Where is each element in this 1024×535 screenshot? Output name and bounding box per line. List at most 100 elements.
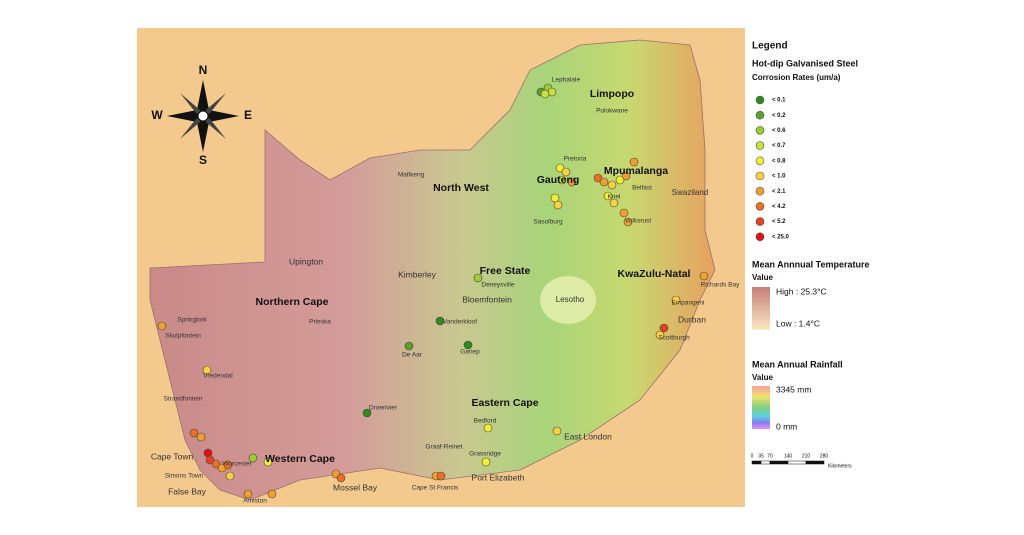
site-marker xyxy=(336,473,346,483)
place-label: Volksrust xyxy=(625,218,652,225)
place-label: Kimberley xyxy=(398,269,437,279)
site-marker xyxy=(552,426,562,436)
site-marker xyxy=(671,295,681,305)
region-label: KwaZulu-Natal xyxy=(618,268,691,280)
scale-bar: 0 35 70 140 210 280 Kilometers xyxy=(751,453,853,469)
place-label: Droerivier xyxy=(369,405,398,412)
legend-class-label: < 0.6 xyxy=(772,128,786,134)
region-label: Eastern Cape xyxy=(471,397,538,409)
legend-max: 3345 mm xyxy=(776,384,811,394)
legend-swatch xyxy=(755,156,765,166)
site-marker xyxy=(473,273,483,283)
legend-class-label: < 0.8 xyxy=(772,158,786,164)
scale-segment xyxy=(787,460,807,465)
place-label: Port Elizabeth xyxy=(472,472,525,482)
legend-swatch xyxy=(755,217,765,226)
scale-segment xyxy=(760,460,771,465)
scale-label: 35 xyxy=(758,453,764,459)
legend-class-label: < 4.2 xyxy=(772,204,786,210)
place-label: Mossel Bay xyxy=(333,482,378,492)
legend-high: High : 25.3°C xyxy=(776,286,827,296)
legend-heading: Corrosion Rates (um/a) xyxy=(752,73,841,82)
place-label: Empangeni xyxy=(672,300,705,307)
legend-min: 0 mm xyxy=(776,421,797,431)
site-marker xyxy=(483,423,493,433)
legend-swatch xyxy=(755,141,765,150)
region-label: Free State xyxy=(480,265,531,277)
scale-segment xyxy=(751,460,762,465)
site-marker xyxy=(248,453,258,463)
place-label: Bedford xyxy=(474,418,497,425)
scale-unit: Kilometers xyxy=(828,463,852,469)
site-marker xyxy=(404,341,414,351)
site-marker xyxy=(615,175,625,185)
place-label: Mafikeng xyxy=(398,172,425,179)
place-label: Arniston xyxy=(243,498,267,505)
place-label: Deneysville xyxy=(481,282,515,289)
place-label: Polokwane xyxy=(596,108,628,115)
legend-swatch xyxy=(755,202,765,211)
place-label: Skulpfontein xyxy=(165,333,201,340)
place-label: Scottburgh xyxy=(658,335,690,342)
legend-subheading: Value xyxy=(752,373,773,382)
site-marker xyxy=(263,457,273,467)
place-label: Sasolburg xyxy=(533,219,563,226)
place-label: Belfast xyxy=(632,185,652,192)
site-marker xyxy=(609,198,619,208)
legend-class-label: < 0.1 xyxy=(772,98,786,104)
site-marker xyxy=(567,177,577,187)
site-marker xyxy=(699,271,709,281)
place-label: False Bay xyxy=(168,486,207,496)
site-marker xyxy=(243,489,253,499)
legend-low: Low : 1.4°C xyxy=(776,318,820,328)
country-landmass xyxy=(149,39,716,501)
region-label: North West xyxy=(433,182,489,194)
site-marker xyxy=(463,340,473,350)
legend-class-label: < 1.0 xyxy=(772,174,786,180)
place-label: Simons Town xyxy=(165,473,204,480)
legend-class-label: < 5.2 xyxy=(772,219,786,225)
site-marker xyxy=(196,432,206,442)
site-marker xyxy=(202,365,212,375)
region-label: Limpopo xyxy=(590,88,634,100)
legend-swatch xyxy=(755,126,765,135)
scale-label: 210 xyxy=(802,453,811,459)
site-marker xyxy=(557,175,567,185)
region-label: Gauteng xyxy=(537,174,580,186)
site-marker xyxy=(362,408,372,418)
site-marker xyxy=(621,171,631,181)
compass-e: E xyxy=(244,108,252,122)
site-marker xyxy=(225,471,235,481)
site-marker xyxy=(223,460,233,470)
place-label: Springbok xyxy=(177,317,207,324)
scale-label: 0 xyxy=(751,453,754,459)
legend-heading: Mean Annnual Temperature xyxy=(752,259,870,269)
place-label: Gariep xyxy=(460,349,480,356)
temperature-ramp xyxy=(752,287,770,330)
legend-swatch xyxy=(755,232,765,242)
legend-class-label: < 0.7 xyxy=(772,143,786,149)
legend-heading: Mean Annual Rainfall xyxy=(752,359,843,369)
place-label: Cape St Francis xyxy=(412,485,459,492)
place-label: East London xyxy=(564,431,612,441)
site-marker xyxy=(189,428,199,438)
site-marker xyxy=(481,457,491,467)
place-label: Strandfontein xyxy=(164,396,203,403)
site-marker xyxy=(561,167,571,177)
region-label: Swaziland xyxy=(672,188,708,197)
site-marker xyxy=(659,323,669,333)
site-marker xyxy=(629,157,639,167)
place-label: Pretoria xyxy=(564,156,587,163)
legend-class-label: < 0.2 xyxy=(772,113,786,119)
site-marker xyxy=(655,330,665,340)
region-label: Mpumalanga xyxy=(604,165,668,177)
scale-label: 70 xyxy=(767,453,773,459)
rainfall-ramp xyxy=(752,386,770,429)
site-marker xyxy=(157,321,167,331)
place-label: Vredendal xyxy=(203,373,233,380)
place-label: Kriel xyxy=(607,194,621,201)
scale-label: 280 xyxy=(820,453,829,459)
region-label: Western Cape xyxy=(265,453,335,465)
legend-class-label: < 2.1 xyxy=(772,189,786,195)
